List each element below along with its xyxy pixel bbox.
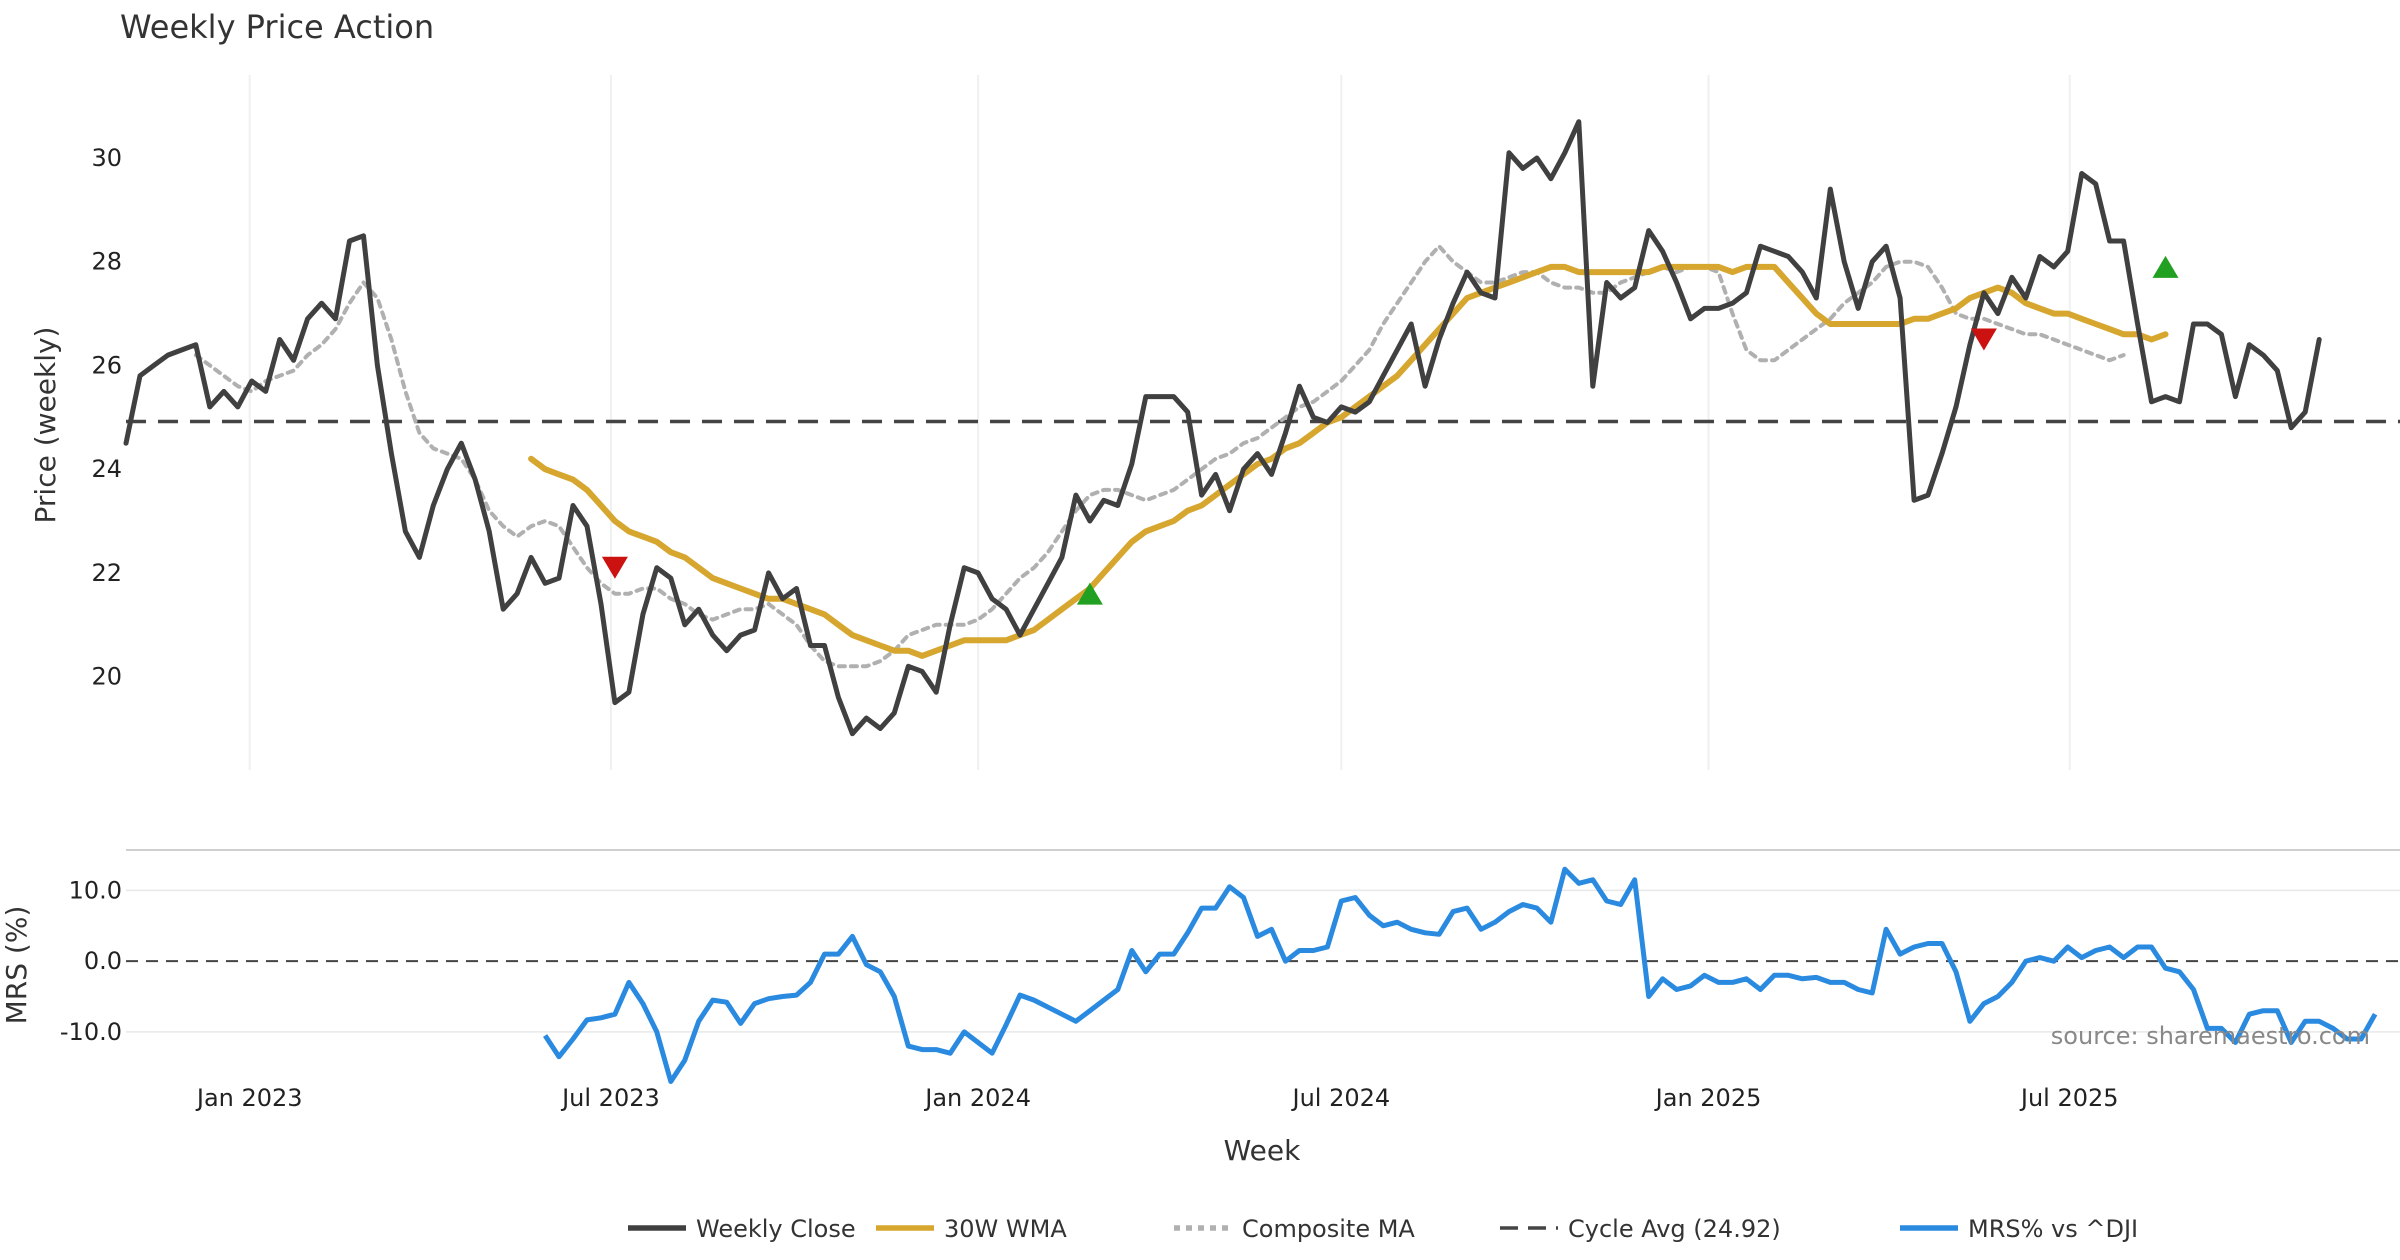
series-mrs (543, 866, 2378, 1084)
y-tick-label: 22 (91, 559, 122, 587)
buy-signal-marker (1076, 582, 1103, 605)
y-tick-label: 26 (91, 351, 122, 379)
legend-label: 30W WMA (944, 1215, 1067, 1243)
x-tick-label: Jul 2025 (2019, 1084, 2119, 1112)
legend-label: Cycle Avg (24.92) (1568, 1215, 1781, 1243)
upper-panel-series (123, 119, 2400, 737)
upper-y-ticks: 20 22 24 26 28 30 (91, 144, 122, 691)
lower-y-axis-label: MRS (%) (0, 906, 33, 1025)
source-note: source: sharemaestro.com (2051, 1022, 2370, 1050)
buy-signal-marker (2152, 255, 2179, 278)
x-tick-label: Jan 2023 (195, 1084, 303, 1112)
y-tick-label: 20 (91, 663, 122, 691)
sell-signal-marker (601, 556, 628, 579)
lower-y-ticks: 10.0 0.0 -10.0 (60, 876, 2400, 1046)
series-30w-wma (528, 263, 2169, 659)
upper-y-axis-label: Price (weekly) (29, 327, 62, 524)
legend-label: Composite MA (1242, 1215, 1415, 1243)
x-axis-label: Week (1224, 1134, 1301, 1167)
mrs-tick-label: 0.0 (84, 947, 122, 975)
x-axis-ticks: Jan 2023 Jul 2023 Jan 2024 Jul 2024 Jan 2025… (195, 1084, 2119, 1112)
lower-panel-series (543, 866, 2378, 1084)
y-tick-label: 30 (91, 144, 122, 172)
mrs-tick-label: 10.0 (69, 876, 122, 904)
y-tick-label: 28 (91, 248, 122, 276)
y-tick-label: 24 (91, 455, 122, 483)
x-tick-label: Jan 2024 (923, 1084, 1031, 1112)
sell-signal-marker (1970, 328, 1997, 351)
legend-label: MRS% vs ^DJI (1968, 1215, 2138, 1243)
chart-title: Weekly Price Action (120, 8, 434, 46)
x-tick-label: Jan 2025 (1654, 1084, 1762, 1112)
signal-markers (601, 255, 2179, 605)
legend: Weekly Close 30W WMA Composite MA Cycle Avg… (628, 1215, 2138, 1243)
x-tick-label: Jul 2023 (560, 1084, 660, 1112)
series-weekly-close (123, 119, 2322, 737)
mrs-tick-label: -10.0 (60, 1018, 122, 1046)
legend-label: Weekly Close (696, 1215, 856, 1243)
series-composite-ma (193, 244, 2126, 669)
x-tick-label: Jul 2024 (1290, 1084, 1390, 1112)
